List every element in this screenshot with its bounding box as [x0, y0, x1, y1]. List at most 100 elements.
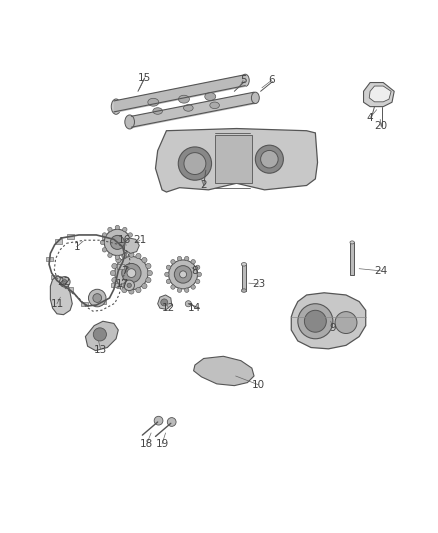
Circle shape — [115, 256, 148, 290]
Text: 16: 16 — [118, 235, 131, 245]
Bar — [99, 300, 106, 304]
Ellipse shape — [148, 98, 159, 106]
Circle shape — [129, 252, 134, 257]
Polygon shape — [291, 293, 366, 349]
Circle shape — [197, 272, 201, 277]
Circle shape — [108, 253, 112, 257]
Circle shape — [128, 233, 132, 237]
Circle shape — [104, 229, 131, 255]
Circle shape — [261, 150, 278, 168]
Circle shape — [195, 279, 200, 284]
Text: 9: 9 — [329, 323, 336, 333]
Ellipse shape — [153, 108, 162, 114]
Text: 17: 17 — [116, 279, 129, 289]
Text: 1: 1 — [73, 242, 80, 252]
Circle shape — [93, 328, 106, 341]
Text: 20: 20 — [374, 122, 388, 131]
Polygon shape — [369, 86, 391, 102]
Ellipse shape — [205, 93, 215, 101]
Circle shape — [171, 285, 175, 289]
Polygon shape — [85, 321, 118, 351]
Circle shape — [123, 227, 127, 232]
Circle shape — [115, 255, 120, 260]
Circle shape — [136, 287, 141, 293]
Circle shape — [161, 299, 168, 306]
Text: 10: 10 — [252, 379, 265, 390]
Circle shape — [255, 145, 283, 173]
Text: 23: 23 — [252, 279, 265, 289]
Ellipse shape — [210, 102, 219, 109]
Circle shape — [108, 227, 112, 232]
Bar — [120, 249, 127, 253]
Circle shape — [110, 270, 116, 276]
Circle shape — [154, 416, 163, 425]
Circle shape — [195, 265, 200, 270]
Circle shape — [169, 260, 198, 289]
Polygon shape — [155, 128, 318, 192]
Text: 19: 19 — [155, 439, 169, 449]
Circle shape — [167, 418, 176, 426]
Ellipse shape — [184, 104, 193, 111]
Polygon shape — [158, 295, 172, 310]
Circle shape — [110, 236, 124, 249]
Circle shape — [191, 260, 195, 264]
Circle shape — [191, 285, 195, 289]
Circle shape — [123, 253, 127, 257]
Circle shape — [166, 279, 171, 284]
Bar — [350, 243, 354, 275]
Text: 13: 13 — [94, 345, 107, 355]
Bar — [81, 302, 88, 306]
Text: 11: 11 — [50, 298, 64, 309]
Text: 12: 12 — [162, 303, 175, 313]
Ellipse shape — [241, 289, 247, 292]
Circle shape — [60, 277, 70, 287]
Bar — [66, 287, 73, 292]
Circle shape — [335, 312, 357, 334]
Ellipse shape — [251, 92, 259, 103]
Ellipse shape — [111, 99, 121, 114]
Circle shape — [184, 288, 189, 293]
Circle shape — [130, 240, 134, 245]
Circle shape — [174, 265, 192, 283]
Bar — [111, 282, 118, 287]
Text: 5: 5 — [240, 75, 247, 85]
Polygon shape — [364, 83, 394, 107]
Text: 22: 22 — [57, 277, 70, 287]
Circle shape — [63, 280, 67, 284]
Circle shape — [166, 265, 171, 270]
Circle shape — [116, 284, 121, 289]
Polygon shape — [124, 238, 139, 253]
Bar — [117, 264, 124, 269]
Ellipse shape — [125, 115, 134, 129]
Text: 24: 24 — [374, 266, 388, 276]
Polygon shape — [194, 356, 254, 386]
Text: 18: 18 — [140, 439, 153, 449]
Polygon shape — [50, 276, 72, 314]
Circle shape — [146, 263, 151, 269]
Circle shape — [88, 289, 106, 307]
Bar — [46, 257, 53, 261]
Circle shape — [122, 263, 141, 282]
Bar — [215, 135, 252, 183]
Circle shape — [185, 301, 191, 307]
Circle shape — [178, 147, 212, 180]
Circle shape — [112, 278, 117, 282]
Text: 8: 8 — [191, 266, 198, 276]
Ellipse shape — [178, 95, 189, 103]
Circle shape — [184, 256, 189, 261]
Circle shape — [93, 294, 102, 302]
Circle shape — [124, 280, 134, 290]
Circle shape — [129, 289, 134, 294]
Circle shape — [177, 256, 182, 261]
Text: 4: 4 — [367, 112, 374, 123]
Bar — [242, 264, 246, 290]
Circle shape — [146, 278, 151, 282]
Bar — [51, 274, 58, 279]
Circle shape — [122, 287, 127, 293]
Circle shape — [165, 272, 169, 277]
Text: 7: 7 — [121, 266, 128, 276]
Circle shape — [122, 254, 127, 259]
Circle shape — [184, 152, 206, 174]
Circle shape — [136, 254, 141, 259]
Circle shape — [177, 288, 182, 293]
